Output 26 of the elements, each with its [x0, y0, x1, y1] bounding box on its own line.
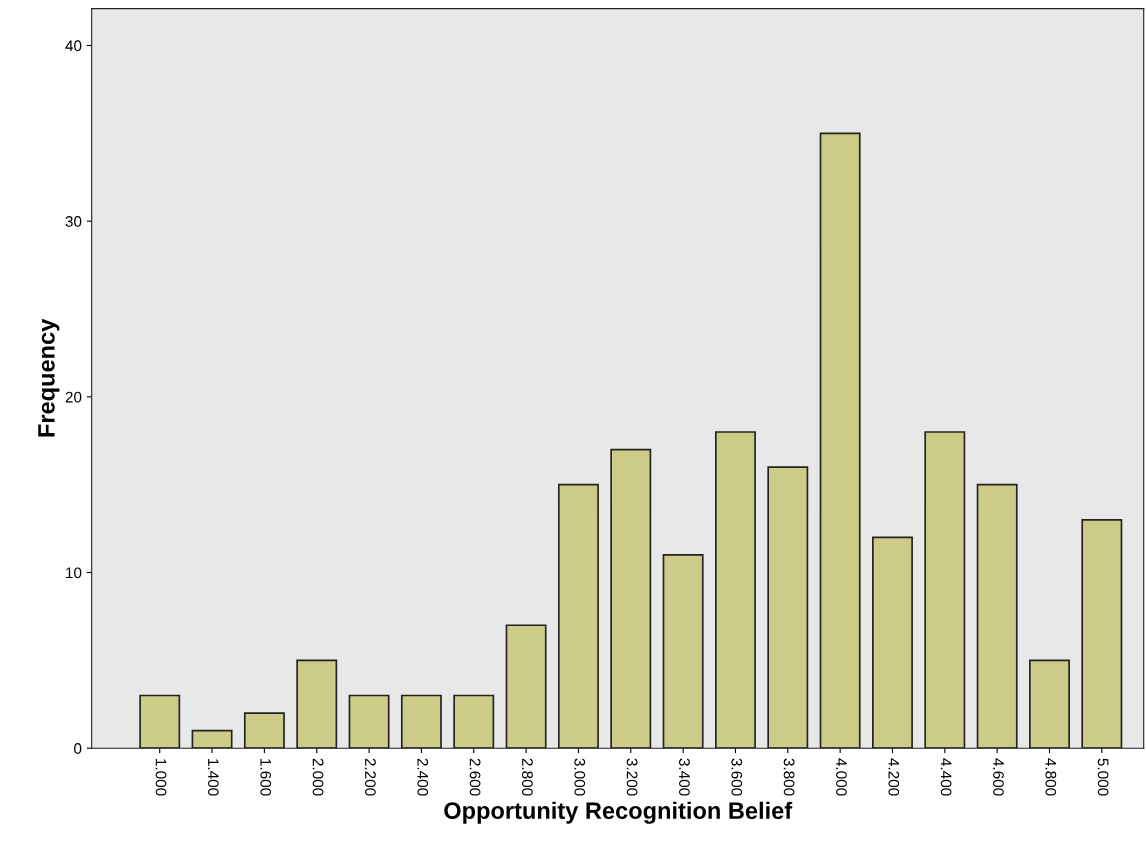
y-tick-label: 10	[66, 567, 82, 579]
x-tick-label: 2.800	[522, 758, 533, 796]
x-tick-label: 4.800	[1045, 758, 1057, 796]
x-tick-label: 4.400	[940, 758, 952, 796]
y-axis-title: Frequency	[38, 318, 60, 437]
y-tick-label: 40	[65, 40, 82, 52]
x-axis-title: Opportunity Recognition Belief	[444, 801, 793, 824]
y-tick-label: 30	[65, 216, 82, 227]
x-tick-label: 3.200	[626, 758, 638, 796]
x-tick-label: 1.000	[155, 759, 167, 796]
x-tick-label: 4.600	[993, 758, 1004, 796]
y-tick-label: 0	[74, 743, 82, 754]
x-tick-label: 5.000	[1097, 758, 1109, 796]
x-tick-label: 4.200	[888, 758, 900, 796]
x-tick-label: 1.600	[260, 759, 272, 796]
x-tick-label: 3.600	[731, 758, 743, 796]
y-tick-label: 20	[65, 391, 82, 403]
x-tick-label: 3.800	[783, 758, 795, 796]
x-tick-label: 4.000	[836, 758, 847, 796]
x-tick-label: 2.400	[417, 758, 429, 796]
x-tick-label: 3.400	[679, 758, 690, 796]
x-tick-label: 3.000	[574, 758, 586, 796]
x-tick-label: 2.600	[469, 758, 481, 796]
x-tick-label: 2.000	[312, 758, 324, 796]
x-tick-label: 2.200	[364, 758, 376, 796]
x-tick-label: 1.400	[207, 759, 219, 796]
